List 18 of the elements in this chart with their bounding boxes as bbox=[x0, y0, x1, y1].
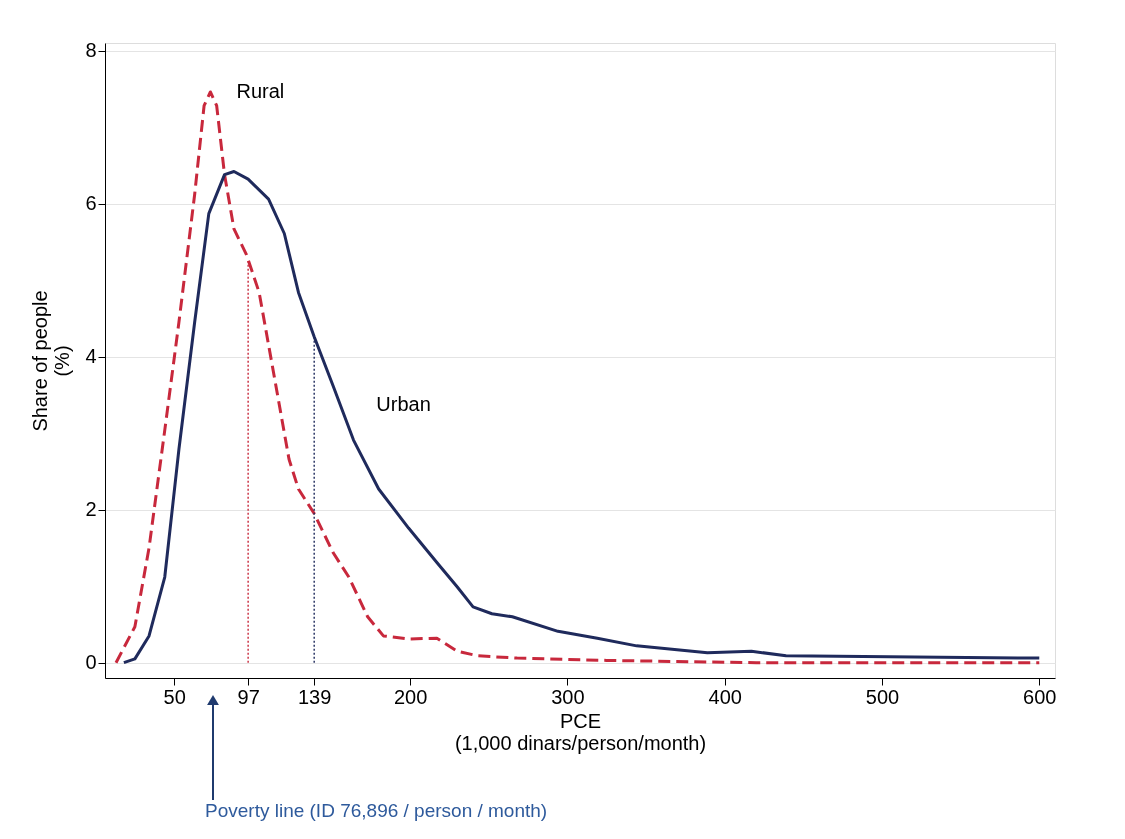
series-label: Rural bbox=[236, 79, 285, 102]
y-tick-label: 8 bbox=[85, 39, 97, 62]
y-axis-title: Share of people (%) bbox=[29, 290, 74, 432]
series-label: Urban bbox=[376, 393, 431, 416]
x-tick-label: 500 bbox=[865, 685, 900, 708]
x-tick-label: 400 bbox=[708, 685, 742, 708]
y-tick-label: 6 bbox=[85, 192, 97, 215]
x-tick-label: 600 bbox=[1023, 685, 1057, 708]
x-tick-label: 200 bbox=[393, 685, 428, 708]
y-tick-label: 2 bbox=[85, 498, 97, 521]
x-tick-label: 139 bbox=[298, 685, 332, 708]
y-tick-label: 4 bbox=[85, 345, 97, 368]
x-axis-title: PCE (1,000 dinars/person/month) bbox=[454, 709, 707, 754]
y-tick-label: 0 bbox=[85, 651, 97, 674]
x-tick-label: 50 bbox=[163, 685, 186, 708]
x-tick-label: 300 bbox=[551, 685, 585, 708]
text: Poverty line (ID 76,896 / person / month) bbox=[205, 800, 548, 821]
x-tick-label: 97 bbox=[237, 685, 260, 708]
